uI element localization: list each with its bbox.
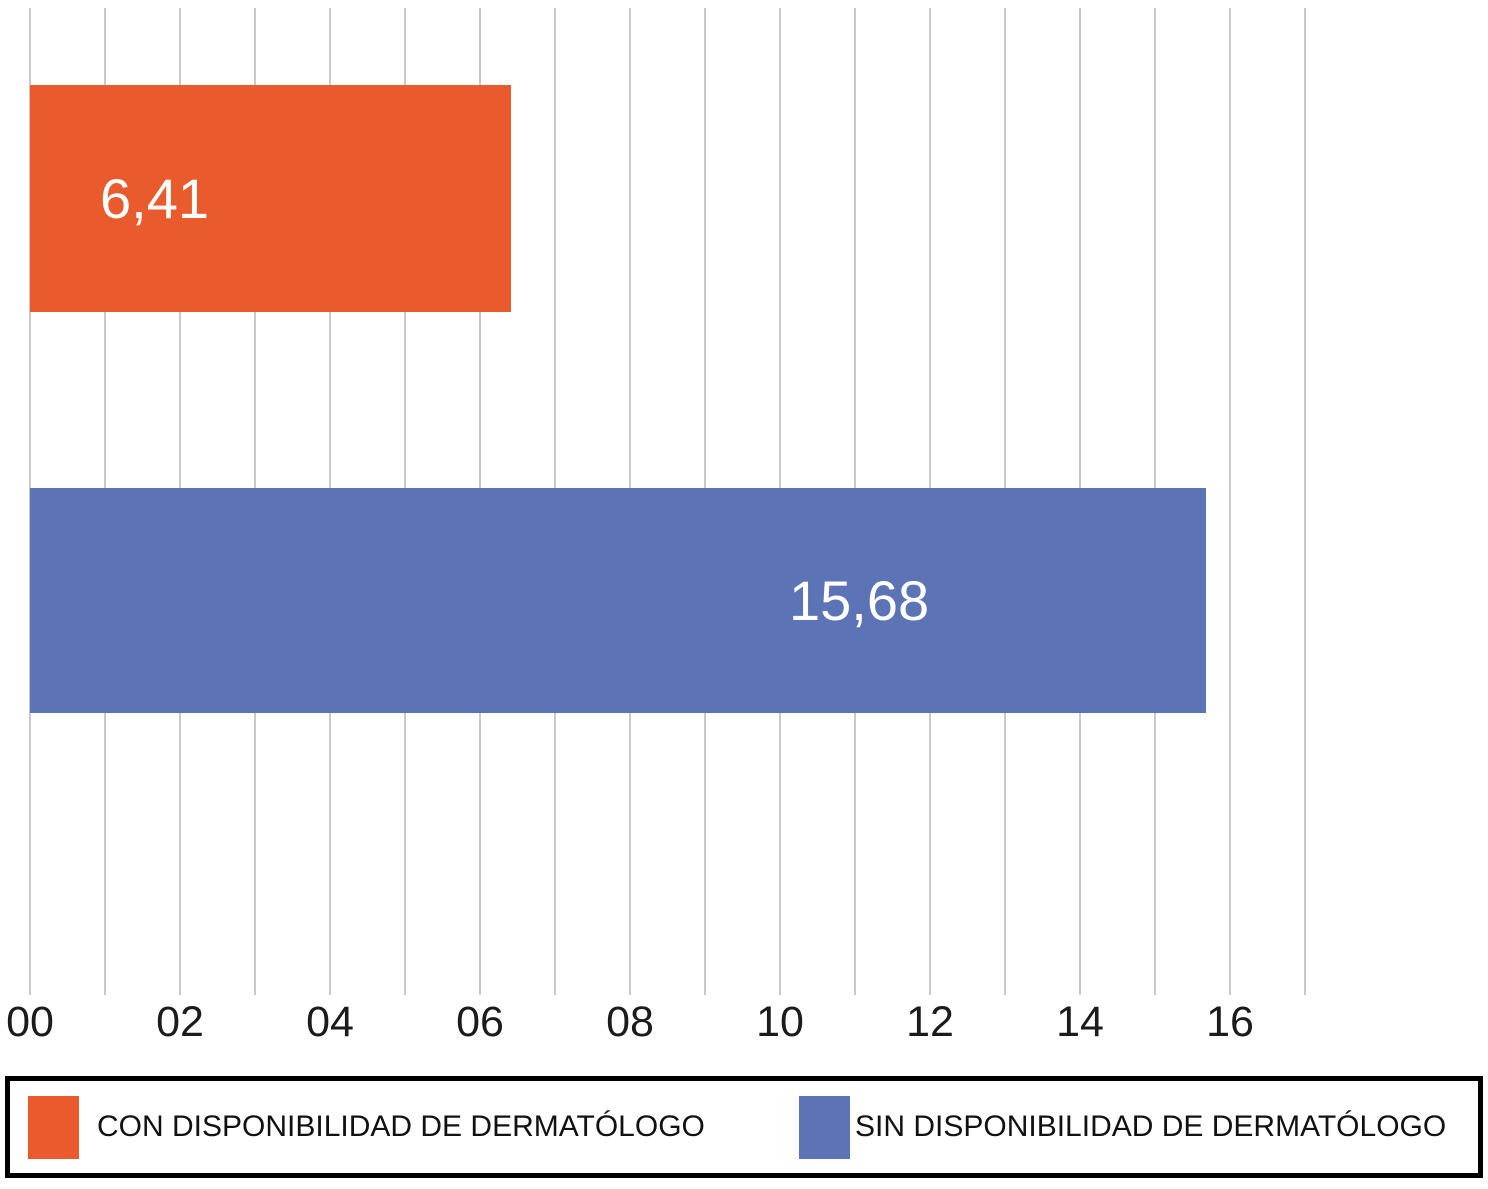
legend: CON DISPONIBILIDAD DE DERMATÓLOGO SIN DI…: [5, 1076, 1483, 1178]
x-tick-label: 16: [1206, 998, 1254, 1046]
legend-item-sin-disponibilidad: SIN DISPONIBILIDAD DE DERMATÓLOGO: [799, 1081, 1446, 1173]
bar-con-disponibilidad: 6,41: [30, 85, 511, 312]
x-tick-label: 02: [156, 998, 204, 1046]
x-tick-label: 12: [906, 998, 954, 1046]
bar-sin-disponibilidad: 15,68: [30, 488, 1206, 713]
bar-row: 6,41: [30, 85, 1305, 312]
legend-item-con-disponibilidad: CON DISPONIBILIDAD DE DERMATÓLOGO: [28, 1081, 705, 1173]
bar-value-label: 15,68: [788, 568, 930, 632]
legend-label-sin-disponibilidad: SIN DISPONIBILIDAD DE DERMATÓLOGO: [855, 1110, 1447, 1143]
x-tick-label: 04: [306, 998, 354, 1046]
x-tick-label: 10: [756, 998, 804, 1046]
legend-swatch-con-disponibilidad: [28, 1095, 79, 1159]
gridline: [1229, 8, 1231, 995]
x-axis: 00 02 04 06 08 10 12 14 16: [6, 998, 1305, 1047]
plot-area: 6,41 15,68: [29, 8, 1306, 995]
gridline: [1304, 8, 1306, 995]
x-tick-label: 00: [6, 998, 54, 1046]
x-tick-label: 14: [1056, 998, 1104, 1046]
legend-swatch-sin-disponibilidad: [799, 1095, 850, 1159]
legend-label-con-disponibilidad: CON DISPONIBILIDAD DE DERMATÓLOGO: [97, 1110, 705, 1143]
x-tick-label: 06: [456, 998, 504, 1046]
bar-row: 15,68: [30, 488, 1305, 713]
bar-value-label: 6,41: [100, 166, 209, 230]
x-tick-label: 08: [606, 998, 654, 1046]
